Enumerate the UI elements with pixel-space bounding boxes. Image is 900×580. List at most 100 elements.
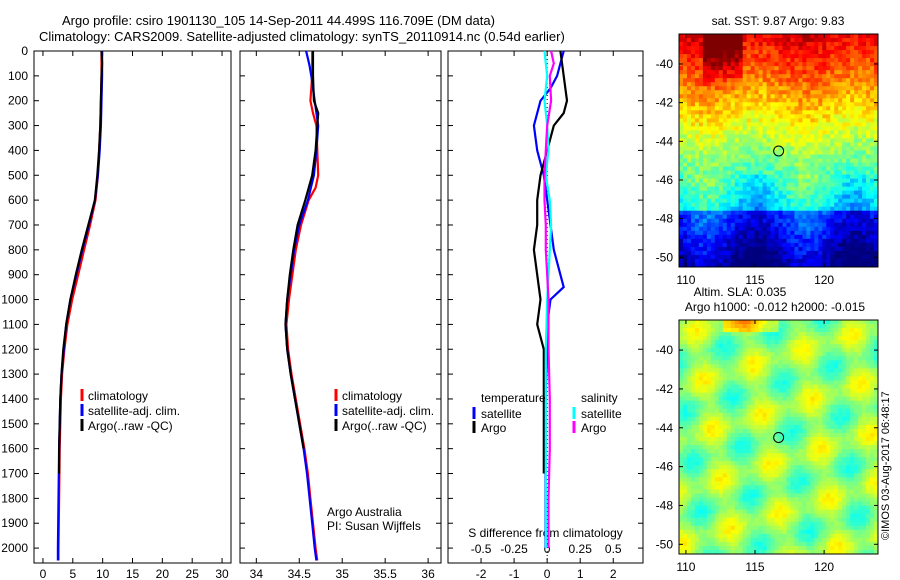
map-cell xyxy=(718,336,724,341)
map-cell xyxy=(838,262,843,268)
map-cell xyxy=(686,54,692,59)
map-cell xyxy=(830,210,835,216)
map-cell xyxy=(806,46,811,51)
map-cell xyxy=(706,94,712,99)
map-cell xyxy=(762,86,768,91)
map-cell xyxy=(806,214,811,220)
map-cell xyxy=(870,138,875,143)
map-cell xyxy=(850,130,855,135)
map-cell xyxy=(858,445,863,450)
map-cell xyxy=(838,388,843,394)
map-cell xyxy=(742,86,748,91)
map-cell xyxy=(682,118,688,123)
map-cell xyxy=(822,190,827,196)
map-cell xyxy=(702,348,708,353)
map-cell xyxy=(718,46,724,51)
y-tick-label: 2000 xyxy=(1,541,28,555)
map-cell xyxy=(822,416,827,422)
map-cell xyxy=(694,384,700,390)
map-cell xyxy=(702,70,708,75)
map-cell xyxy=(730,372,736,377)
map-cell xyxy=(742,134,748,139)
map-cell xyxy=(826,384,831,390)
map-cell xyxy=(798,202,803,208)
map-cell xyxy=(710,42,716,47)
map-cell xyxy=(738,432,744,438)
map-cell xyxy=(714,408,720,414)
map-cell xyxy=(679,388,684,394)
map-cell xyxy=(870,50,875,55)
map-cell xyxy=(770,42,776,47)
map-cell xyxy=(822,82,827,87)
map-cell xyxy=(698,254,704,260)
map-cell xyxy=(810,352,815,357)
map-cell xyxy=(790,170,795,176)
map-cell xyxy=(718,226,724,232)
map-cell xyxy=(842,134,847,139)
map-cell xyxy=(874,190,879,196)
map-cell xyxy=(826,206,831,212)
map-cell xyxy=(762,332,768,337)
map-cell xyxy=(786,258,791,264)
x-tick-label: 5 xyxy=(69,567,76,580)
map-cell xyxy=(722,226,728,232)
map-cell xyxy=(679,214,684,220)
map-cell xyxy=(738,50,744,55)
map-cell xyxy=(726,400,732,406)
map-cell xyxy=(866,34,871,39)
map-cell xyxy=(874,441,879,446)
map-cell xyxy=(718,348,724,353)
map-cell xyxy=(682,166,688,172)
map-cell xyxy=(806,54,811,59)
map-cell xyxy=(826,90,831,95)
map-cell xyxy=(870,360,875,365)
map-cell xyxy=(854,50,859,55)
map-cell xyxy=(846,54,851,59)
map-cell xyxy=(826,388,831,394)
map-cell xyxy=(730,449,736,454)
map-cell xyxy=(682,138,688,143)
map-cell xyxy=(710,178,716,184)
map-cell xyxy=(782,118,787,123)
map-cell xyxy=(858,42,863,47)
map-cell xyxy=(694,258,700,264)
map-cell xyxy=(770,424,776,430)
map-cell xyxy=(742,138,748,143)
map-cell xyxy=(690,449,696,454)
map-cell xyxy=(686,106,692,111)
map-cell xyxy=(710,138,716,143)
map-cell xyxy=(838,368,843,373)
map-cell xyxy=(802,449,807,454)
map-cell xyxy=(746,246,752,252)
map-cell xyxy=(854,230,859,236)
map-cell xyxy=(702,400,708,406)
map-cell xyxy=(774,34,779,39)
map-cell xyxy=(702,380,708,386)
map-cell xyxy=(778,74,783,79)
map-cell xyxy=(694,74,700,79)
map-cell xyxy=(766,242,772,248)
map-cell xyxy=(842,126,847,131)
map-cell xyxy=(714,166,720,172)
map-cell xyxy=(770,258,776,264)
map-cell xyxy=(802,126,807,131)
map-cell xyxy=(690,78,696,83)
map-cell xyxy=(822,234,827,240)
map-cell xyxy=(750,348,756,353)
map-cell xyxy=(842,186,847,192)
map-cell xyxy=(762,441,768,446)
map-cell xyxy=(726,441,732,446)
map-cell xyxy=(806,344,811,349)
map-cell xyxy=(770,218,776,224)
map-cell xyxy=(814,222,819,228)
map-cell xyxy=(702,368,708,373)
map-cell xyxy=(806,202,811,208)
map-cell xyxy=(794,98,799,103)
map-cell xyxy=(770,230,776,236)
map-cell xyxy=(738,174,744,180)
map-cell xyxy=(854,392,859,398)
map-cell xyxy=(826,126,831,131)
map-cell xyxy=(846,158,851,164)
map-cell xyxy=(778,372,783,377)
